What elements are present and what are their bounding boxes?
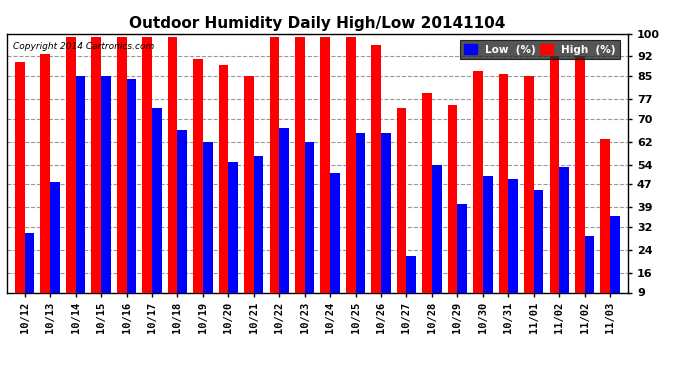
Bar	[279, 128, 289, 318]
Bar	[406, 255, 416, 318]
Title: Outdoor Humidity Daily High/Low 20141104: Outdoor Humidity Daily High/Low 20141104	[129, 16, 506, 31]
Bar	[422, 93, 432, 318]
Bar	[76, 76, 86, 318]
Bar	[457, 204, 467, 318]
Bar	[397, 108, 406, 318]
Bar	[50, 182, 60, 318]
Bar	[101, 76, 110, 318]
Bar	[381, 133, 391, 318]
Bar	[330, 173, 339, 318]
Bar	[355, 133, 365, 318]
Bar	[559, 167, 569, 318]
Bar	[549, 57, 559, 318]
Bar	[270, 37, 279, 318]
Bar	[203, 142, 213, 318]
Bar	[499, 74, 509, 318]
Bar	[305, 142, 315, 318]
Bar	[142, 37, 152, 318]
Bar	[346, 37, 355, 318]
Bar	[228, 162, 238, 318]
Bar	[244, 76, 254, 318]
Bar	[152, 108, 161, 318]
Bar	[41, 54, 50, 318]
Bar	[168, 37, 177, 318]
Bar	[25, 233, 34, 318]
Bar	[320, 37, 330, 318]
Bar	[584, 236, 594, 318]
Bar	[509, 179, 518, 318]
Bar	[524, 76, 534, 318]
Bar	[600, 139, 610, 318]
Bar	[432, 165, 442, 318]
Bar	[15, 62, 25, 318]
Bar	[575, 57, 584, 318]
Bar	[448, 105, 457, 318]
Bar	[295, 37, 305, 318]
Bar	[126, 79, 136, 318]
Bar	[91, 37, 101, 318]
Bar	[193, 59, 203, 318]
Bar	[66, 37, 76, 318]
Bar	[610, 216, 620, 318]
Legend: Low  (%), High  (%): Low (%), High (%)	[460, 40, 620, 59]
Bar	[371, 45, 381, 318]
Bar	[534, 190, 544, 318]
Bar	[483, 176, 493, 318]
Bar	[177, 130, 187, 318]
Bar	[473, 71, 483, 318]
Bar	[219, 65, 228, 318]
Text: Copyright 2014 Cartronics.com: Copyright 2014 Cartronics.com	[13, 42, 155, 51]
Bar	[117, 37, 126, 318]
Bar	[254, 156, 264, 318]
